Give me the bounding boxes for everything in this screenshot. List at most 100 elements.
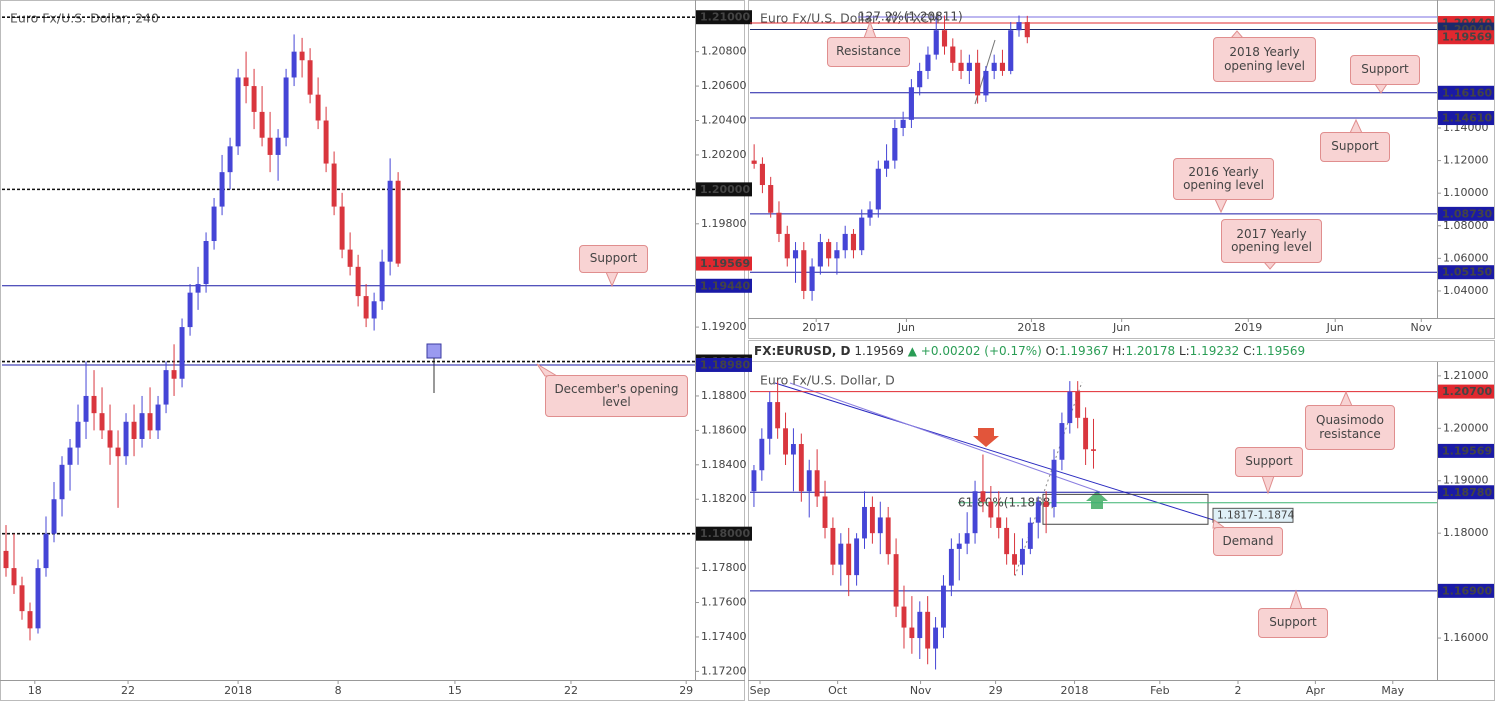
- candle-body: [784, 233, 790, 259]
- candle-body: [67, 447, 73, 465]
- y-tick-label: 1.18200: [701, 492, 747, 505]
- x-tick-label: Jun: [1112, 321, 1130, 334]
- candle-body: [203, 241, 209, 285]
- low-label: L:: [1179, 344, 1190, 358]
- candle-body: [999, 62, 1006, 71]
- candle-body: [941, 30, 948, 47]
- candle-body: [941, 585, 946, 628]
- callout-text: 2018 Yearly opening level: [1213, 37, 1316, 82]
- y-tick-label: 1.06000: [1443, 251, 1489, 264]
- price-label-box: [696, 357, 752, 372]
- x-tick-label: 22: [564, 684, 578, 697]
- chart-title: Euro Fx/U.S. Dollar, W, FXCM: [760, 11, 940, 26]
- y-tick-label: 1.18800: [701, 389, 747, 402]
- demand-zone: [1042, 493, 1209, 525]
- candle-body: [933, 627, 939, 649]
- y-tick-label: 1.18600: [701, 423, 747, 436]
- candle-body: [131, 421, 137, 439]
- high-value: 1.20178: [1125, 344, 1175, 358]
- y-tick-label: 1.19800: [701, 217, 747, 230]
- candle-body: [163, 370, 169, 405]
- price-label: 1.19569: [1442, 31, 1492, 44]
- candle-body: [975, 62, 981, 96]
- callout-text: Support: [579, 245, 648, 273]
- candle-body: [395, 180, 401, 264]
- callout: 2017 Yearly opening level: [1221, 219, 1322, 263]
- up-arrow: [1086, 491, 1108, 509]
- symbol: FX:EURUSD, D: [754, 344, 851, 358]
- callout: Quasimodo resistance: [1305, 405, 1395, 450]
- candle-body: [1051, 459, 1057, 507]
- candle-body: [99, 413, 105, 431]
- trendline: [774, 382, 1221, 523]
- candle-body: [139, 413, 145, 439]
- candle-body: [834, 250, 840, 259]
- x-tick-label: 2018: [224, 684, 252, 697]
- candle-body: [27, 611, 33, 629]
- candle-body: [227, 146, 233, 173]
- y-tick-label: 1.12000: [1443, 154, 1489, 167]
- price-label-box: [696, 526, 752, 541]
- price-label-box: [696, 278, 752, 293]
- candle-body: [988, 501, 994, 518]
- candle-body: [3, 550, 9, 569]
- candle-body: [826, 242, 832, 259]
- callout-text: Demand: [1213, 527, 1283, 556]
- candle-body: [809, 266, 815, 291]
- candle-body: [115, 447, 121, 457]
- price-label-box: [696, 256, 752, 271]
- callout-text: Resistance: [827, 37, 910, 67]
- y-tick-label: 1.17400: [701, 630, 747, 643]
- callout-text: Support: [1350, 55, 1420, 85]
- candle-body: [925, 611, 931, 649]
- price-label: 1.14610: [1442, 112, 1492, 125]
- candle-body: [1075, 391, 1081, 418]
- price-label: 1.19569: [1442, 444, 1492, 457]
- candle-body: [933, 30, 939, 55]
- price-label: 1.20700: [1442, 385, 1492, 398]
- trendline: [789, 382, 1101, 493]
- chart-title: Euro Fx/U.S. Dollar, D: [760, 373, 895, 388]
- candle-body: [1083, 417, 1089, 450]
- candle-body: [885, 517, 891, 555]
- candle-body: [859, 217, 865, 251]
- candle-body: [980, 491, 986, 502]
- price-label: 1.18000: [700, 527, 750, 540]
- callout: Support: [1258, 608, 1328, 638]
- price-label: 1.21000: [700, 11, 750, 24]
- price-label: 1.20000: [700, 183, 750, 196]
- x-tick-label: 15: [448, 684, 462, 697]
- price-label-box: [1438, 443, 1494, 458]
- candle-body: [798, 444, 804, 492]
- symbol-header: FX:EURUSD, D 1.19569 ▲ +0.00202 (+0.17%)…: [754, 344, 1305, 358]
- candle-body: [964, 533, 970, 544]
- candle-body: [155, 404, 161, 431]
- low-value: 1.19232: [1190, 344, 1240, 358]
- candle-body: [900, 119, 906, 128]
- price-label: 1.05150: [1442, 266, 1492, 279]
- candle-body: [107, 430, 113, 448]
- candle-body: [751, 470, 757, 492]
- x-tick-label: 2017: [802, 321, 830, 334]
- x-tick-label: Oct: [828, 684, 848, 697]
- price-label: 1.08730: [1442, 207, 1492, 220]
- candle-body: [331, 163, 337, 207]
- y-tick-label: 1.17200: [701, 664, 747, 677]
- x-tick-label: Nov: [910, 684, 932, 697]
- candle-body: [1091, 449, 1096, 451]
- x-tick-label: 29: [679, 684, 693, 697]
- close-value: 1.19569: [1256, 344, 1306, 358]
- candle-body: [751, 160, 757, 164]
- y-tick-label: 1.08000: [1443, 219, 1489, 232]
- candle-body: [219, 172, 225, 207]
- candle-body: [339, 206, 345, 250]
- candle-body: [347, 249, 353, 267]
- x-tick-label: Feb: [1150, 684, 1169, 697]
- candle-body: [187, 292, 193, 328]
- x-tick-label: Jun: [1326, 321, 1344, 334]
- candle-body: [1027, 522, 1033, 549]
- candle-body: [379, 261, 385, 302]
- y-tick-label: 1.19000: [1443, 474, 1489, 487]
- price-label-box: [1438, 583, 1494, 598]
